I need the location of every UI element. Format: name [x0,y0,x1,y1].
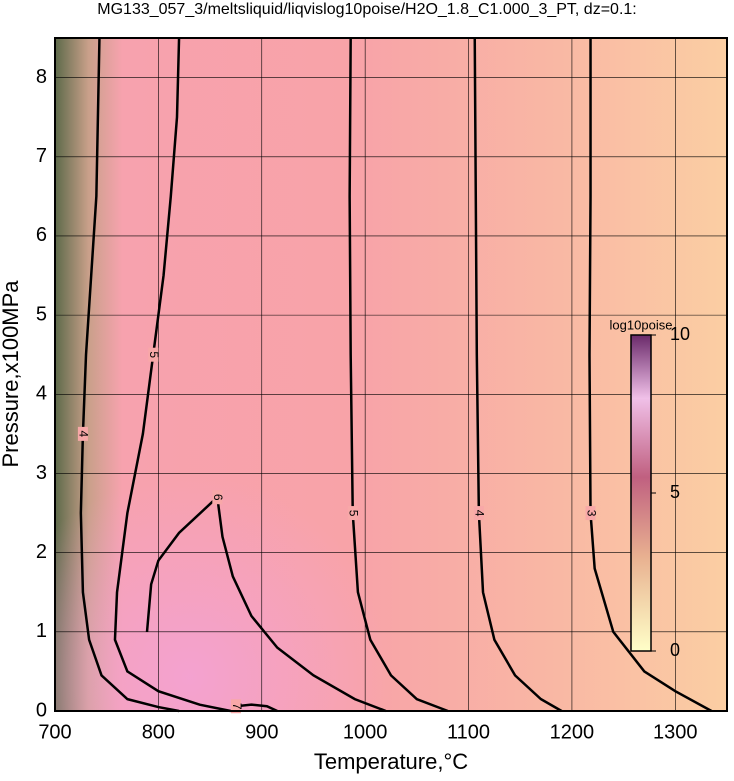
contour-label: 4 [77,431,91,438]
y-tick-label: 8 [36,66,47,88]
field-shade [55,38,727,711]
y-tick-label: 6 [36,224,47,246]
contour-label: 7 [230,703,244,710]
contour-label-bg [148,347,159,362]
x-tick-label: 1000 [343,721,388,743]
chart-title: MG133_057_3/meltsliquid/liqvislog10poise… [97,1,636,18]
contour-label: 5 [147,351,161,358]
contour-line [348,37,449,713]
y-tick-label: 5 [36,303,47,325]
contour-label-bg [212,490,223,505]
x-tick-label: 800 [142,721,175,743]
x-tick-label: 1300 [653,721,698,743]
x-tick-label: 1100 [447,721,490,743]
contour-label-bg [473,506,484,521]
plot-frame [54,37,728,712]
y-tick-label: 7 [36,145,47,167]
contour-label: 6 [211,494,225,501]
colorbar-label: log10poise [610,317,673,332]
y-tick-label: 1 [36,620,47,642]
colorbar-tick-label: 5 [670,482,680,502]
contour-label: 5 [347,510,361,517]
colorbar [630,334,652,652]
contour-line [473,37,563,713]
colorbar-tick-label: 0 [670,640,680,660]
y-tick-label: 0 [36,699,47,721]
y-tick-label: 3 [36,462,47,484]
x-axis-label: Temperature,°C [314,749,468,774]
contour-label-bg [347,506,358,521]
x-tick-label: 1200 [550,721,595,743]
contour-label: 3 [584,510,598,517]
colorbar-tick-label: 10 [670,324,690,344]
contour-label-bg [77,426,88,441]
contour-label-bg [230,699,241,714]
contour-line [588,38,713,713]
contour-label: 4 [473,510,487,517]
y-tick-label: 2 [36,541,47,563]
y-tick-label: 4 [36,383,47,405]
contour-line [79,37,180,713]
y-axis-label: Pressure,x100MPa [0,280,23,468]
contour-label-bg [585,506,596,521]
contour-line [113,37,232,713]
contour-line [145,494,387,713]
x-tick-label: 700 [38,721,71,743]
x-tick-label: 900 [245,721,278,743]
